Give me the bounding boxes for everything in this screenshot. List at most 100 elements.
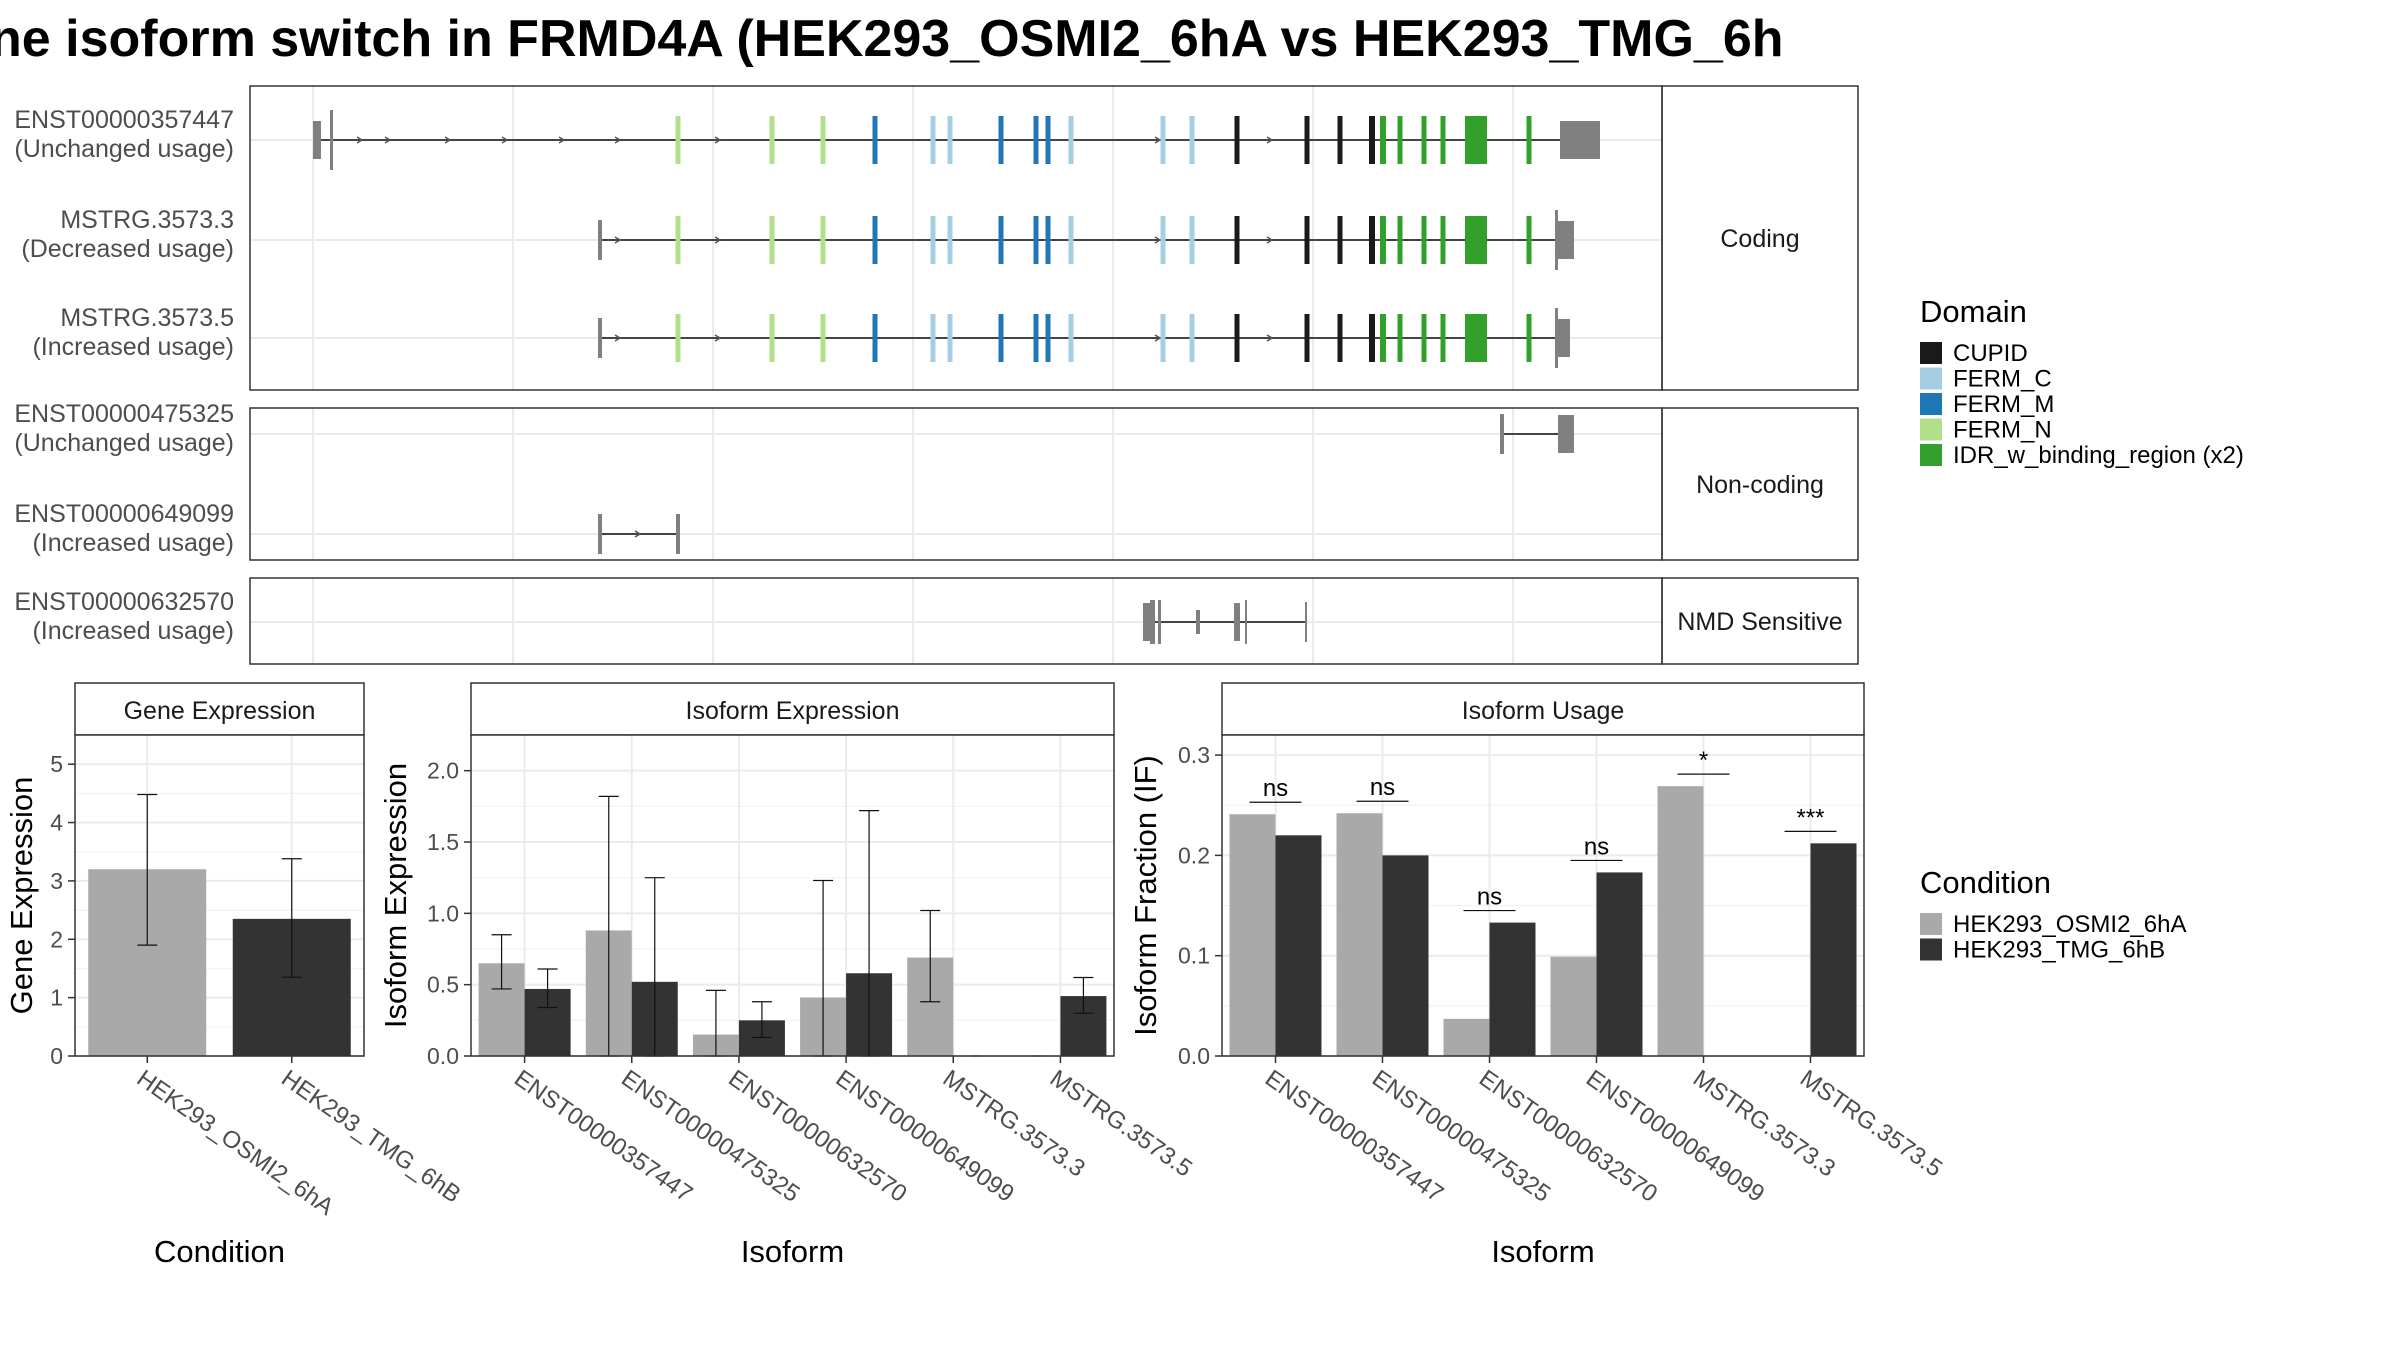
intron-arrow [1154,236,1162,244]
intron-arrow [501,136,509,144]
domain-exon-FERM_C [947,116,953,164]
significance-label: *** [1796,804,1824,831]
bar [1336,813,1383,1056]
exon [1558,221,1574,259]
intron-arrow [714,334,722,342]
exon [1143,603,1151,641]
x-axis-title: Isoform [1491,1234,1594,1269]
y-tick-label: 2.0 [427,758,459,784]
bar [1596,872,1643,1056]
significance-label: ns [1584,833,1609,860]
panel-bg [471,735,1114,1056]
significance-label: ns [1477,884,1502,911]
domain-exon-FERM_M [872,314,878,362]
x-tick-label: ENST00000632570 [723,1065,911,1208]
transcript-structure-panel: Coding Non-coding NMD Sensitive ENST0000035… [14,85,1859,665]
structure-panel-border [249,85,1663,391]
bar [1382,855,1429,1056]
domain-exon-FERM_C [947,216,953,264]
significance-label: * [1699,747,1708,774]
domain-exon-FERM_M [1045,314,1051,362]
exon [1245,600,1247,644]
y-axis-title: Gene Expression [4,777,39,1015]
exon [1555,210,1558,270]
domain-exon-CUPID [1369,116,1375,164]
exon [598,318,602,358]
y-tick-label: 0.1 [1178,943,1210,969]
structure-panel-bg [250,86,1662,390]
legend-key-condition [1920,938,1942,961]
significance-label: ns [1263,775,1288,802]
domain-exon-FERM_M [872,216,878,264]
domain-exon-CUPID [1234,116,1240,164]
intron-arrow [558,136,566,144]
transcript-label: ENST00000632570 [14,588,234,616]
transcript-status: (Unchanged usage) [14,429,234,457]
y-tick-label: 0.5 [427,972,459,998]
domain-exon-FERM_N [769,116,775,164]
y-tick-label: 0.0 [1178,1043,1210,1069]
legend-label: HEK293_OSMI2_6hA [1953,911,2186,938]
domain-exon-FERM_N [820,116,826,164]
legend-label: IDR_w_binding_region (x2) [1953,442,2244,469]
intron-arrow [714,236,722,244]
panel-strip [1221,682,1865,736]
intron-arrow [614,136,622,144]
intron-arrow [714,136,722,144]
y-tick-label: 0 [50,1043,63,1069]
domain-exon-FERM_M [1033,116,1039,164]
legend-label: FERM_N [1953,417,2052,444]
exon [1158,600,1161,644]
domain-exon-FERM_C [1068,116,1074,164]
y-tick-label: 0.0 [427,1043,459,1069]
domain-exon-CUPID [1337,314,1343,362]
panel-strip [470,682,1115,736]
exon [1560,121,1600,159]
domain-exon-FERM_N [820,216,826,264]
transcript-label: ENST00000649099 [14,500,234,528]
domain-exon-FERM_C [930,314,936,362]
structure-panel-bg [250,408,1662,560]
panel-strip [74,682,365,736]
x-tick-label: ENST00000357447 [509,1065,697,1208]
legend-key-FERM_C [1920,367,1942,390]
legend-condition-title: Condition [1920,865,2051,900]
domain-exon-FERM_N [769,216,775,264]
transcript-status: (Decreased usage) [21,235,234,263]
intron-arrow [614,236,622,244]
legends: Domain CUPIDFERM_CFERM_MFERM_NIDR_w_bindi… [1920,294,2244,964]
transcript-status: (Increased usage) [32,529,234,557]
bar [1229,814,1276,1056]
domain-exon-FERM_N [675,116,681,164]
y-tick-label: 0.2 [1178,842,1210,868]
y-tick-label: 5 [50,751,63,777]
domain-exon-IDR_w_binding_region [1421,314,1427,362]
structure-panel-border [249,577,1663,665]
domain-exon-FERM_N [820,314,826,362]
domain-exon-FERM_C [1189,216,1195,264]
domain-exon-FERM_M [998,216,1004,264]
domain-exon-FERM_M [998,314,1004,362]
domain-exon-FERM_M [872,116,878,164]
domain-exon-CUPID [1369,314,1375,362]
domain-exon-IDR_w_binding_region [1440,314,1446,362]
facet-strip [1661,407,1859,561]
structure-panel-border [249,407,1663,561]
legend-domain-title: Domain [1920,294,2027,329]
domain-exon-IDR_w_binding_region [1526,216,1532,264]
facet-strip-label: Non-coding [1696,471,1824,499]
exon [1234,603,1240,641]
domain-exon-FERM_C [1068,314,1074,362]
intron-arrow [634,530,642,538]
y-tick-label: 4 [50,810,63,836]
domain-exon-CUPID [1234,216,1240,264]
x-tick-label: ENST00000649099 [1581,1065,1769,1208]
domain-exon-FERM_C [1189,314,1195,362]
transcript-label: MSTRG.3573.5 [60,304,234,332]
bar [1443,1018,1490,1056]
domain-exon-CUPID [1369,216,1375,264]
exon [1500,414,1504,454]
domain-exon-FERM_C [947,314,953,362]
intron-arrow [1266,236,1274,244]
